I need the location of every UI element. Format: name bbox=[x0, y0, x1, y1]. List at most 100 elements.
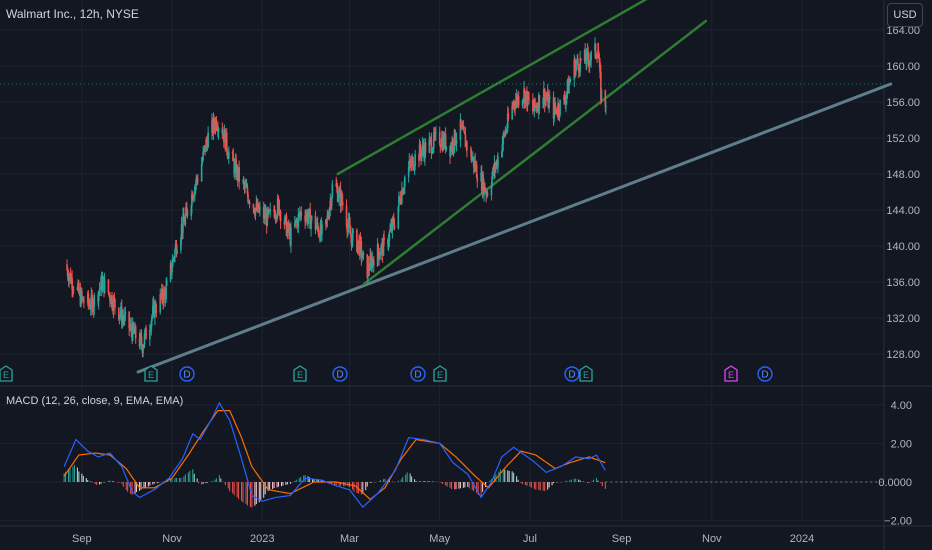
candle-body bbox=[454, 130, 456, 145]
candle-body bbox=[231, 152, 234, 154]
candle-body bbox=[287, 222, 289, 228]
candle-body bbox=[367, 263, 370, 270]
candle-body bbox=[80, 290, 82, 306]
candle-body bbox=[99, 287, 101, 290]
candle-body bbox=[569, 79, 572, 82]
candle-body bbox=[314, 215, 317, 230]
earnings-marker-icon: E bbox=[724, 365, 738, 382]
candle-body bbox=[585, 50, 588, 65]
candle-body bbox=[247, 194, 249, 203]
candle-body bbox=[544, 97, 547, 105]
candle-body bbox=[483, 182, 486, 192]
candle-body bbox=[382, 237, 385, 256]
candle-body bbox=[362, 252, 365, 255]
candle-body bbox=[350, 233, 352, 238]
candle-body bbox=[378, 255, 381, 259]
trendlines bbox=[136, 0, 893, 374]
candle-body bbox=[133, 329, 135, 334]
candle-body bbox=[432, 132, 435, 149]
earnings-badge bbox=[433, 365, 447, 382]
candle-body bbox=[403, 186, 406, 190]
candle-body bbox=[543, 88, 546, 105]
price-axis-label: 128.00 bbox=[886, 349, 920, 361]
candle-body bbox=[584, 50, 587, 62]
candle-body bbox=[351, 233, 354, 247]
candle-body bbox=[72, 289, 75, 291]
candle-body bbox=[217, 128, 220, 133]
candle-body bbox=[328, 208, 331, 218]
candle-body bbox=[222, 133, 224, 135]
candle-body bbox=[226, 150, 229, 156]
candle-body bbox=[100, 277, 103, 291]
candle-body bbox=[568, 83, 570, 94]
candle-body bbox=[418, 144, 421, 161]
price-axis: 164.00 160.00 156.00 152.00 148.00 144.00 140.… bbox=[886, 25, 920, 361]
candle-body bbox=[486, 193, 489, 196]
candle-body bbox=[537, 107, 539, 112]
candle-body bbox=[184, 216, 187, 225]
candle-body bbox=[350, 237, 353, 247]
macd-indicator-title[interactable]: MACD (12, 26, close, 9, EMA, EMA) bbox=[6, 395, 184, 407]
candle-body bbox=[140, 336, 143, 346]
candle-body bbox=[102, 276, 104, 279]
candle-body bbox=[170, 263, 172, 273]
candle-body bbox=[597, 50, 600, 59]
candle-body bbox=[599, 62, 601, 73]
candle-body bbox=[370, 255, 372, 258]
candle-body bbox=[380, 245, 382, 254]
candle-body bbox=[412, 157, 414, 170]
candle-body bbox=[246, 186, 249, 195]
candle-body bbox=[577, 64, 580, 72]
candle-body bbox=[160, 294, 162, 298]
time-axis-label: Jul bbox=[523, 533, 537, 545]
candle-body bbox=[491, 176, 493, 187]
candle-body bbox=[131, 322, 134, 341]
candle-body bbox=[288, 222, 290, 233]
candle-body bbox=[245, 184, 247, 188]
candle-body bbox=[516, 95, 518, 104]
long-support-trendline bbox=[136, 82, 893, 374]
candle-body bbox=[347, 219, 350, 226]
symbol-title[interactable]: Walmart Inc., 12h, NYSE bbox=[6, 7, 139, 21]
candle-body bbox=[120, 306, 123, 324]
macd-axis-label: 4.00 bbox=[891, 400, 912, 412]
candle-body bbox=[195, 177, 198, 184]
candle-body bbox=[495, 165, 497, 170]
candle-body bbox=[315, 226, 317, 230]
candle-body bbox=[440, 137, 443, 147]
candle-body bbox=[143, 343, 145, 348]
dividend-marker-icon: D bbox=[757, 366, 773, 382]
candle-body bbox=[128, 327, 131, 329]
candle-body bbox=[410, 159, 413, 166]
candle-body bbox=[139, 334, 141, 347]
candle-body bbox=[89, 304, 91, 309]
price-axis-label: 132.00 bbox=[886, 313, 920, 325]
candle-body bbox=[528, 99, 530, 101]
candle-body bbox=[87, 293, 90, 303]
earnings-badge bbox=[579, 365, 593, 382]
candle-body bbox=[132, 322, 135, 330]
candle-body bbox=[346, 226, 348, 232]
candle-body bbox=[474, 164, 477, 170]
candle-body bbox=[442, 135, 445, 151]
candle-body bbox=[259, 207, 261, 210]
time-axis-label: May bbox=[429, 533, 450, 545]
candle-body bbox=[176, 250, 178, 254]
candle-body bbox=[548, 99, 550, 109]
earnings-marker-icon: E bbox=[0, 365, 13, 382]
candle-body bbox=[511, 105, 514, 107]
candle-body bbox=[545, 97, 547, 99]
candle-body bbox=[207, 132, 209, 148]
candle-body bbox=[379, 253, 382, 256]
candle-body bbox=[435, 131, 437, 133]
candle-body bbox=[296, 220, 298, 222]
candle-body bbox=[566, 80, 569, 93]
candle-body bbox=[511, 105, 513, 120]
candle-body bbox=[358, 240, 360, 255]
candle-body bbox=[482, 174, 484, 195]
currency-button[interactable]: USD bbox=[887, 3, 923, 27]
candle-body bbox=[455, 139, 458, 144]
candle-body bbox=[162, 289, 165, 303]
